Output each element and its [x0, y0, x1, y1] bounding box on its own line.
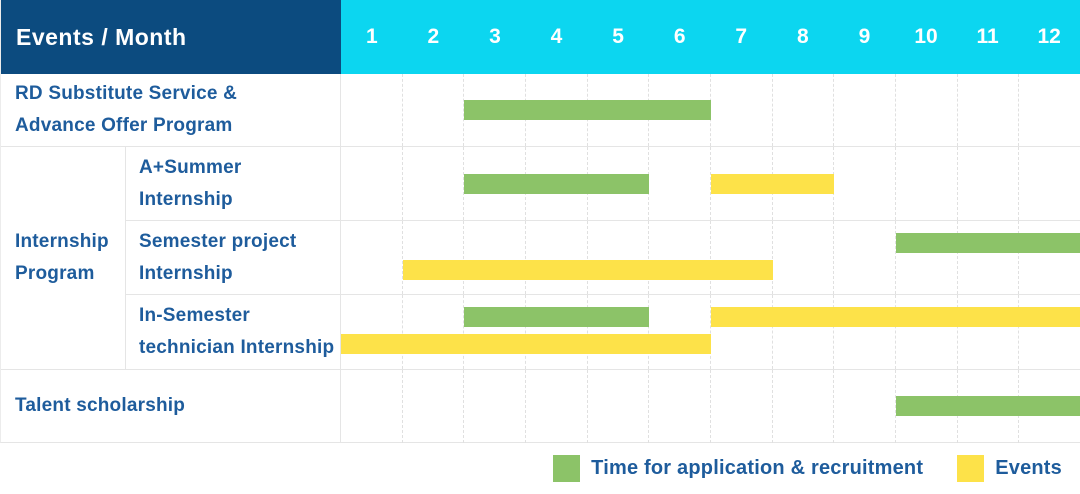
month-label-2: 2 — [427, 25, 440, 48]
row-chart-area — [341, 369, 1080, 443]
month-gridlines — [341, 294, 1080, 369]
row-chart-area — [341, 294, 1080, 369]
month-header: 1 2 3 4 5 6 7 8 9 10 11 12 — [341, 0, 1080, 74]
month-label-6: 6 — [673, 25, 686, 48]
legend-swatch-recruitment — [553, 455, 581, 482]
gantt-row: A+Summer Internship — [126, 147, 1080, 222]
gantt-row: Semester project Internship — [126, 221, 1080, 295]
row-chart-area — [341, 221, 1080, 294]
month-label-7: 7 — [735, 25, 748, 48]
legend-swatch-events — [957, 455, 985, 482]
gantt-group-block: Internship Program A+Summer Internship Sem… — [1, 147, 1080, 370]
row-label: A+Summer Internship — [126, 147, 341, 221]
gantt-table: Events / Month 1 2 3 4 5 6 7 8 9 10 11 12 RD Substi… — [0, 0, 1080, 443]
event-bar — [711, 173, 835, 194]
row-label: RD Substitute Service & Advance Offer Pr… — [1, 74, 341, 147]
recruitment-bar — [896, 396, 1080, 417]
event-bar — [402, 260, 773, 281]
month-label-3: 3 — [489, 25, 501, 48]
gantt-row: Talent scholarship — [1, 369, 1080, 443]
month-label-11: 11 — [976, 25, 999, 48]
row-label: Semester project Internship — [126, 221, 341, 294]
recruitment-bar — [464, 306, 650, 327]
legend-label-recruitment: Time for application & recruitment — [591, 457, 924, 479]
month-label-1: 1 — [365, 25, 378, 48]
row-chart-area — [341, 147, 1080, 221]
month-label-9: 9 — [858, 25, 871, 48]
month-label-10: 10 — [914, 25, 938, 48]
header-row: Events / Month 1 2 3 4 5 6 7 8 9 10 11 12 — [1, 0, 1080, 74]
event-bar — [711, 306, 1080, 327]
legend: Time for application & recruitment Event… — [553, 443, 1062, 494]
group-label: Internship Program — [1, 147, 126, 369]
event-bar — [341, 333, 711, 354]
month-label-12: 12 — [1037, 25, 1061, 48]
gantt-row: In-Semester technician Internship — [126, 294, 1080, 369]
row-label: Talent scholarship — [1, 369, 341, 443]
month-label-5: 5 — [612, 25, 624, 48]
month-gridlines — [341, 369, 1080, 443]
row-label: In-Semester technician Internship — [126, 294, 341, 369]
gantt-body: RD Substitute Service & Advance Offer Pr… — [1, 74, 1080, 443]
recruitment-bar — [464, 100, 711, 121]
month-label-4: 4 — [550, 25, 563, 48]
recruitment-bar — [896, 233, 1080, 254]
gantt-row: RD Substitute Service & Advance Offer Pr… — [1, 74, 1080, 148]
month-label-8: 8 — [796, 25, 809, 48]
events-month-header-cell: Events / Month — [1, 0, 341, 74]
month-gridlines — [341, 221, 1080, 294]
legend-label-events: Events — [995, 457, 1062, 479]
recruitment-bar — [464, 173, 650, 194]
row-chart-area — [341, 74, 1080, 147]
